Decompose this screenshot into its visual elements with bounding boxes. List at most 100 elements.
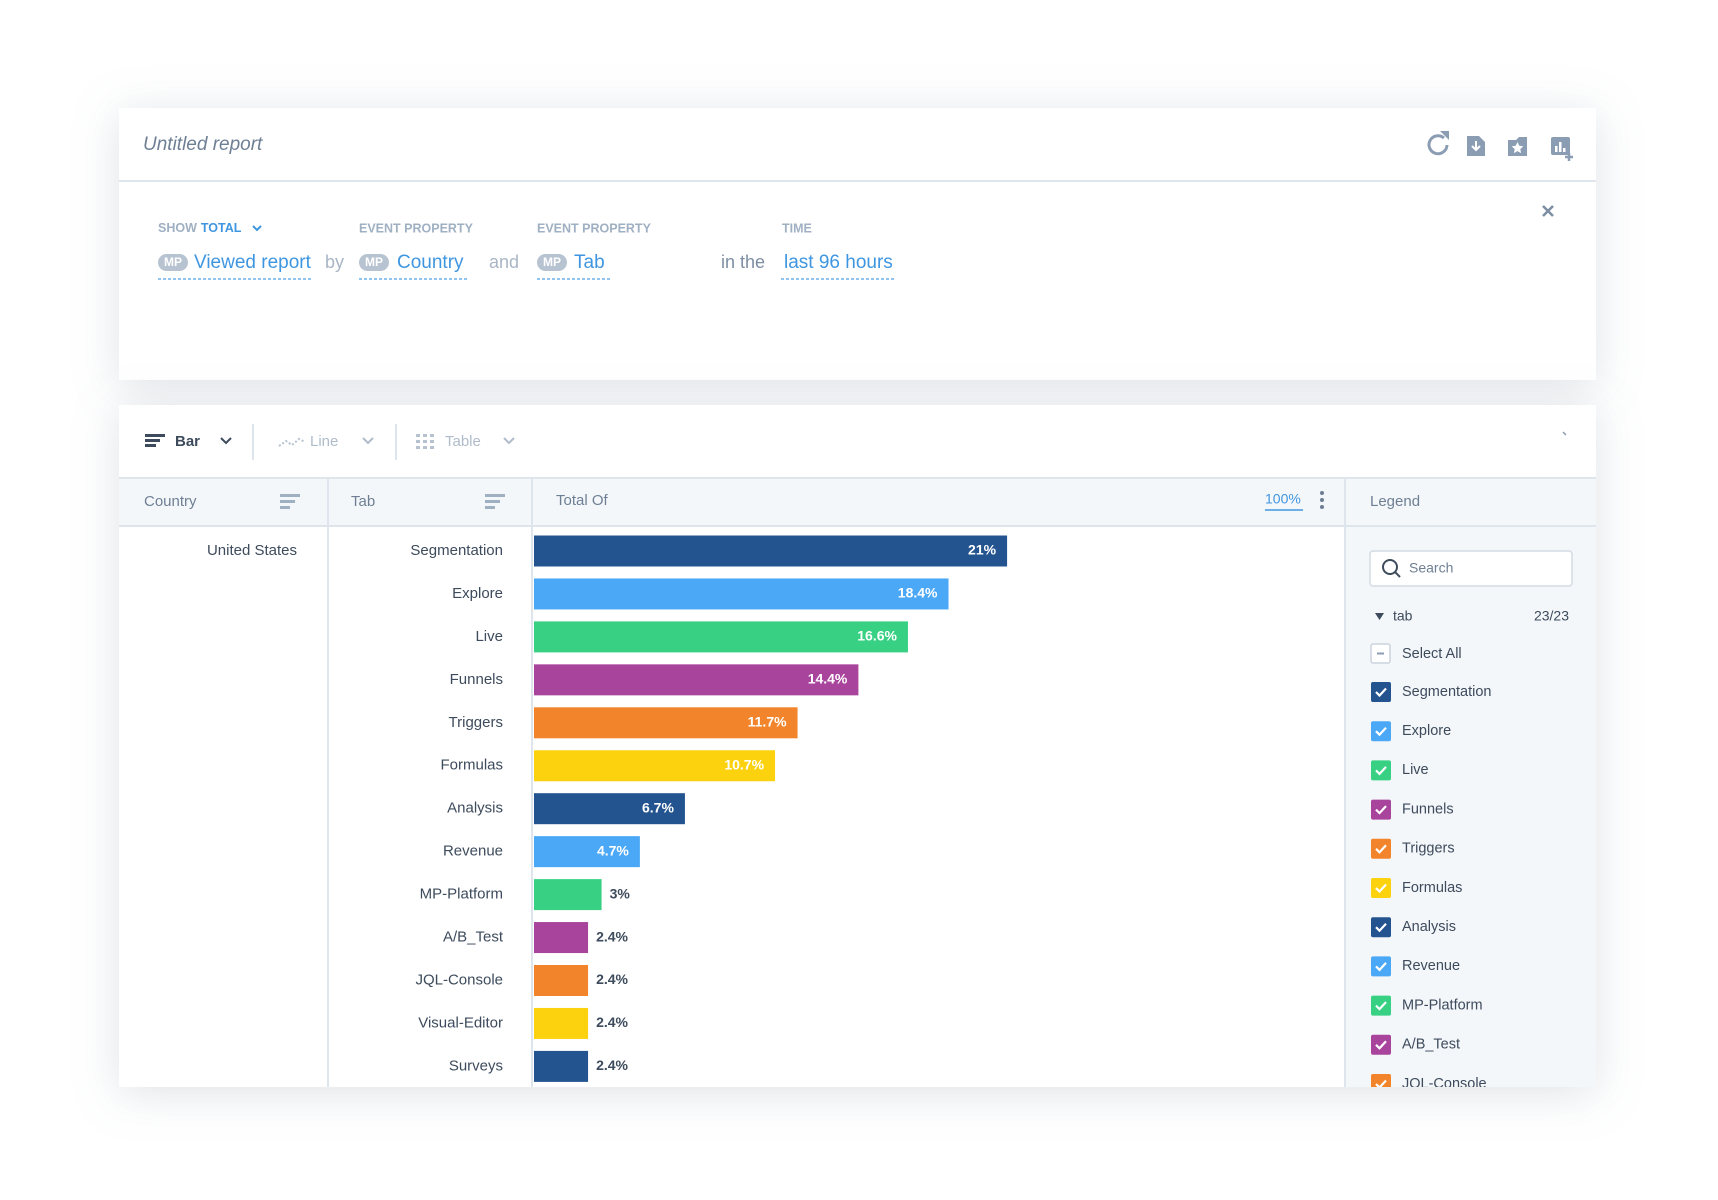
- icon-shape: [416, 434, 420, 437]
- refresh-icon[interactable]: [1427, 131, 1449, 156]
- legend-count: 23/23: [1534, 608, 1569, 624]
- sort-icon[interactable]: [485, 494, 505, 509]
- icon-shape: [278, 437, 306, 447]
- legend-item[interactable]: A/B_Test: [1371, 1034, 1460, 1055]
- report-title[interactable]: Untitled report: [143, 134, 263, 155]
- column-header: TIME: [782, 221, 812, 235]
- line-view-toggle[interactable]: Line: [278, 433, 374, 450]
- icon-shape: [416, 440, 420, 443]
- collapse-icon[interactable]: [1375, 613, 1384, 620]
- add-report-icon[interactable]: [1551, 137, 1573, 161]
- badge-label: MP: [365, 255, 383, 269]
- bar[interactable]: [534, 621, 908, 653]
- save-icon[interactable]: [1508, 137, 1527, 156]
- category-label: Formulas: [440, 757, 503, 774]
- column-header: Legend: [1370, 493, 1420, 510]
- check: [1375, 1079, 1387, 1087]
- legend-item[interactable]: JQL-Console: [1371, 1074, 1487, 1094]
- query-link[interactable]: last 96 hours: [784, 252, 893, 273]
- more-menu[interactable]: [1320, 491, 1324, 509]
- bar-value-label: 16.6%: [857, 628, 897, 644]
- legend-item[interactable]: Live: [1371, 760, 1429, 781]
- check: [1375, 883, 1387, 894]
- category-label: A/B_Test: [443, 929, 504, 946]
- check: [1375, 1001, 1387, 1011]
- category-label: Revenue: [443, 843, 503, 860]
- query-link[interactable]: Tab: [574, 252, 605, 273]
- icon-shape: [1563, 148, 1566, 152]
- show-selector[interactable]: SHOW TOTAL: [158, 221, 242, 235]
- checkbox: [1371, 1034, 1391, 1055]
- bar-value-label: 2.4%: [596, 928, 628, 944]
- bar[interactable]: [534, 535, 1008, 567]
- icon-shape: [145, 439, 160, 442]
- column-header: EVENT PROPERTY: [537, 221, 652, 235]
- query-link[interactable]: Viewed report: [194, 252, 312, 273]
- measure-label: TOTAL: [201, 221, 242, 235]
- check: [1375, 922, 1387, 933]
- checkbox: [1371, 838, 1391, 859]
- export-icon[interactable]: [1467, 136, 1485, 156]
- bar[interactable]: [534, 1007, 589, 1039]
- column-header: Tab: [351, 493, 375, 510]
- conjunction: by: [325, 252, 344, 272]
- icon-shape: [280, 500, 295, 503]
- bar-value-label: 10.7%: [724, 756, 764, 772]
- checkbox: [1371, 760, 1391, 781]
- bar-value-label: 18.4%: [898, 585, 938, 601]
- bar-value-label: 2.4%: [596, 1057, 628, 1073]
- legend-item[interactable]: Triggers: [1371, 838, 1455, 859]
- icon-shape: [280, 506, 290, 509]
- legend-label: JQL-Console: [1402, 1076, 1487, 1092]
- select-all[interactable]: Select All: [1370, 643, 1462, 664]
- bar[interactable]: [534, 793, 685, 825]
- legend-item[interactable]: Formulas: [1371, 878, 1462, 898]
- bar[interactable]: [534, 836, 640, 868]
- sort-icon[interactable]: [280, 494, 300, 509]
- category-label: Triggers: [449, 714, 503, 731]
- badge-label: MP: [543, 255, 561, 269]
- app: Untitled report SHOW TOTAL EVENT PROPERTY EV…: [119, 108, 1596, 1094]
- legend-label: MP-Platform: [1402, 997, 1483, 1013]
- bar[interactable]: [534, 1050, 589, 1082]
- table-view-toggle[interactable]: Table: [416, 433, 515, 450]
- bar[interactable]: [534, 750, 776, 782]
- bar-view-toggle[interactable]: Bar: [145, 433, 232, 450]
- legend-item[interactable]: Funnels: [1371, 799, 1454, 820]
- query-link[interactable]: Country: [397, 252, 464, 273]
- legend-label: Revenue: [1402, 958, 1460, 974]
- search-icon: [1394, 571, 1401, 578]
- legend-item[interactable]: Analysis: [1371, 917, 1456, 938]
- legend-item[interactable]: Explore: [1371, 721, 1451, 742]
- category-label: Funnels: [450, 671, 503, 688]
- bar[interactable]: [534, 707, 798, 739]
- resize-handle[interactable]: [1562, 431, 1567, 436]
- legend-item[interactable]: Revenue: [1371, 956, 1460, 977]
- close-icon[interactable]: [1542, 205, 1554, 217]
- bar[interactable]: [534, 922, 589, 954]
- bar[interactable]: [534, 664, 859, 696]
- column-header: EVENT PROPERTY: [359, 221, 474, 235]
- legend-item[interactable]: MP-Platform: [1371, 995, 1483, 1016]
- checkbox: [1371, 878, 1391, 898]
- legend-item[interactable]: Segmentation: [1371, 682, 1491, 702]
- badge: [359, 254, 389, 271]
- icon-shape: [280, 494, 300, 497]
- legend-label: Explore: [1402, 723, 1451, 739]
- check: [1375, 962, 1387, 972]
- category-label: MP-Platform: [420, 886, 503, 903]
- legend-label: Formulas: [1402, 880, 1462, 896]
- bar[interactable]: [534, 965, 589, 996]
- search-box[interactable]: Search: [1369, 550, 1573, 587]
- icon-shape: [485, 500, 500, 503]
- view-label: Table: [445, 433, 481, 450]
- bar[interactable]: [534, 578, 949, 610]
- check: [1375, 1040, 1387, 1050]
- scale-toggle[interactable]: 100%: [1265, 491, 1301, 507]
- conjunction: in the: [721, 252, 765, 272]
- icon-shape: [1555, 146, 1558, 152]
- bar[interactable]: [534, 879, 602, 911]
- column-header: Country: [144, 493, 197, 510]
- legend-label: Funnels: [1402, 801, 1454, 817]
- category-label: Analysis: [447, 800, 503, 817]
